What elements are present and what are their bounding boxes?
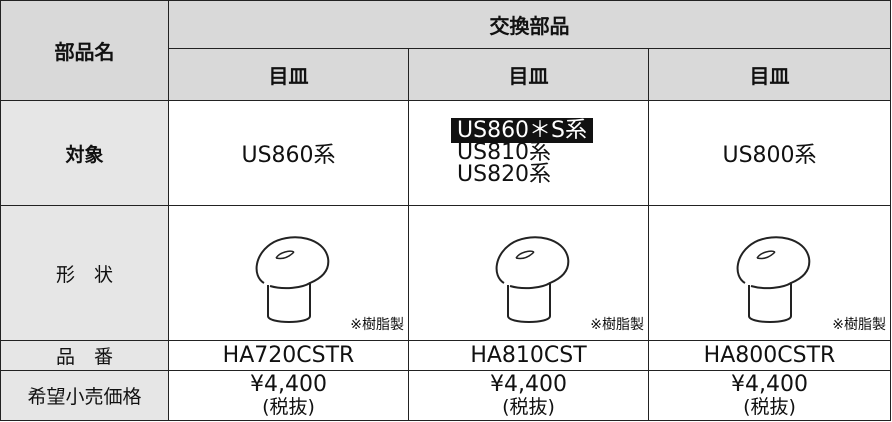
cell: US800系 [648,100,891,206]
header-row: 目皿 目皿 目皿 [1,48,891,101]
cell: ※樹脂製 [168,205,409,341]
cell: ¥4,400 (税抜) [648,370,891,421]
cell: ¥4,400 (税抜) [168,370,409,421]
header-cell: 目皿 [648,48,891,101]
cell-line: US820系 [457,162,552,187]
header-row: 部品名 交換部品 [0,0,891,101]
tax-note: (税抜) [743,395,796,418]
cell-line: US810系 [457,140,552,165]
cell: HA800CSTR [648,340,891,371]
row-label: 品 番 [0,340,169,371]
price: ¥4,400 [731,371,808,397]
row-label: 対象 [0,100,169,206]
tax-note: (税抜) [502,395,555,418]
row: 対象 US860系 US860＊S系 US810系 US820系 US800系 [0,100,891,206]
header-cell: 部品名 [0,0,169,101]
note: ※樹脂製 [350,317,404,333]
cell: HA810CST [408,340,649,371]
cell: HA720CSTR [168,340,409,371]
cell: ※樹脂製 [408,205,649,341]
price: ¥4,400 [490,371,567,397]
tax-note: (税抜) [262,395,315,418]
header-cell: 目皿 [168,48,409,101]
row-label: 希望小売価格 [0,370,169,421]
part-icon [495,236,569,323]
cell: ¥4,400 (税抜) [408,370,649,421]
cell: US860＊S系 US810系 US820系 [408,100,649,206]
highlight: US860＊S系 [451,118,594,143]
cell: ※樹脂製 [648,205,891,341]
price: ¥4,400 [250,371,327,397]
header-cell: 目皿 [408,48,649,101]
row: 品 番 HA720CSTR HA810CST HA800CSTR [0,340,891,371]
note: ※樹脂製 [590,317,644,333]
note: ※樹脂製 [832,317,886,333]
cell-line: US860＊S系 [451,118,648,143]
cell: US860系 [168,100,409,206]
row-label: 形 状 [0,205,169,341]
part-icon [255,236,329,323]
row: 希望小売価格 ¥4,400 (税抜) ¥4,400 (税抜) ¥4,400 (税抜) [0,370,891,421]
header-cell: 交換部品 [168,0,891,49]
row: 形 状 ※樹脂製 ※樹脂製 ※樹脂製 [0,205,891,341]
part-icon [736,236,810,323]
